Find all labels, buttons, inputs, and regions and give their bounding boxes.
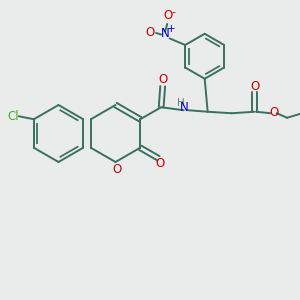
Text: +: + [167, 24, 176, 34]
Text: O: O [158, 73, 167, 86]
Text: O: O [250, 80, 260, 93]
Text: O: O [145, 26, 154, 39]
Text: N: N [180, 101, 189, 114]
Text: N: N [161, 27, 170, 40]
Text: -: - [172, 7, 176, 17]
Text: O: O [163, 9, 172, 22]
Text: O: O [155, 157, 164, 170]
Text: O: O [112, 163, 122, 176]
Text: H: H [177, 98, 184, 108]
Text: Cl: Cl [7, 110, 19, 123]
Text: O: O [269, 106, 279, 119]
